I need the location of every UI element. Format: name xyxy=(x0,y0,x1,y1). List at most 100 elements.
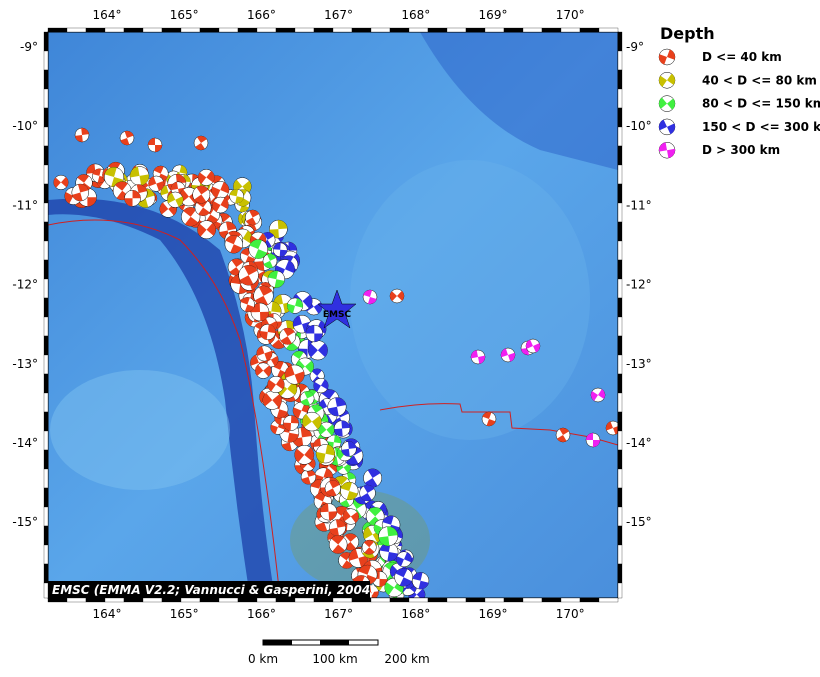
frame-tick xyxy=(43,259,49,280)
frame-tick xyxy=(237,597,258,603)
frame-tick xyxy=(66,597,87,603)
focal-mechanism xyxy=(300,469,317,485)
frame-tick xyxy=(332,597,353,603)
ball-quadrant xyxy=(659,49,675,65)
frame-tick xyxy=(484,27,505,33)
ball-quadrant xyxy=(334,420,350,437)
frame-tick xyxy=(617,50,623,71)
focal-mechanism xyxy=(272,242,288,258)
ball-quadrant xyxy=(526,339,540,353)
focal-mechanism xyxy=(313,378,329,394)
frame-tick xyxy=(617,335,623,356)
ball-quadrant xyxy=(268,270,285,288)
focal-mechanism xyxy=(394,567,413,587)
ball-quadrant xyxy=(379,542,398,562)
frame-tick xyxy=(142,597,163,603)
focal-mechanism xyxy=(286,297,304,314)
ball-quadrant xyxy=(283,415,299,431)
frame-tick xyxy=(43,335,49,356)
focal-mechanism xyxy=(342,508,359,525)
focal-mechanism xyxy=(363,468,383,488)
frame-tick xyxy=(294,597,315,603)
frame-tick xyxy=(617,164,623,185)
lat-label: -9° xyxy=(20,40,38,54)
ball-quadrant xyxy=(305,325,323,342)
ball-quadrant xyxy=(259,324,276,340)
ball-quadrant xyxy=(471,350,485,364)
ball-quadrant xyxy=(301,469,316,485)
ball-quadrant xyxy=(659,142,675,159)
frame-tick xyxy=(617,145,623,166)
ball-quadrant xyxy=(412,572,429,590)
focal-mechanism xyxy=(229,188,245,204)
focal-mechanism xyxy=(71,183,89,202)
focal-mechanism xyxy=(658,118,676,136)
focal-mechanism xyxy=(481,411,497,427)
frame-tick xyxy=(484,597,505,603)
lat-label: -15° xyxy=(12,515,38,529)
ball-quadrant xyxy=(287,298,303,314)
focal-mechanism xyxy=(324,480,341,497)
ball-quadrant xyxy=(148,138,162,152)
lat-label: -9° xyxy=(626,40,644,54)
frame-tick xyxy=(617,373,623,394)
lat-label: -13° xyxy=(626,357,652,371)
frame-tick xyxy=(617,278,623,299)
frame-tick xyxy=(351,597,372,603)
ball-quadrant xyxy=(390,290,404,302)
lat-label: -14° xyxy=(626,436,652,450)
focal-mechanism xyxy=(361,539,377,555)
focal-mechanism xyxy=(333,420,351,437)
lon-label: 165° xyxy=(170,607,199,621)
focal-mechanism xyxy=(605,420,618,436)
frame-tick xyxy=(256,27,277,33)
frame-tick xyxy=(43,107,49,128)
ball-quadrant xyxy=(659,97,675,110)
frame-tick xyxy=(446,27,467,33)
ball-quadrant xyxy=(262,393,282,408)
frame-tick xyxy=(503,597,524,603)
focal-mechanism xyxy=(318,421,335,438)
ball-quadrant xyxy=(246,209,260,225)
focal-mechanism xyxy=(362,289,378,305)
ball-quadrant xyxy=(360,485,375,501)
frame-tick xyxy=(43,506,49,527)
frame-tick xyxy=(43,468,49,489)
ball-quadrant xyxy=(197,222,216,237)
ball-quadrant xyxy=(329,519,346,536)
lon-label: 169° xyxy=(479,607,508,621)
focal-mechanism xyxy=(74,127,90,143)
frame-tick xyxy=(541,597,562,603)
ball-quadrant xyxy=(363,526,382,543)
ball-quadrant xyxy=(318,423,335,436)
frame-tick xyxy=(256,597,277,603)
ball-quadrant xyxy=(313,379,329,392)
frame-tick xyxy=(43,164,49,185)
focal-mechanism xyxy=(378,526,399,547)
frame-tick xyxy=(598,597,619,603)
frame-tick xyxy=(43,69,49,90)
focal-mechanism xyxy=(284,364,305,385)
ball-quadrant xyxy=(280,328,295,345)
ball-quadrant xyxy=(256,346,273,361)
legend-title: Depth xyxy=(660,24,715,43)
frame-tick xyxy=(43,449,49,470)
ball-quadrant xyxy=(320,503,337,521)
focal-mechanism xyxy=(147,137,163,153)
focal-mechanism xyxy=(129,166,150,186)
frame-tick xyxy=(579,27,600,33)
lat-label: -13° xyxy=(12,357,38,371)
frame-tick xyxy=(43,31,49,52)
focal-mechanism xyxy=(250,302,270,322)
frame-tick xyxy=(43,544,49,565)
focal-mechanism xyxy=(658,141,676,159)
frame-tick xyxy=(370,597,391,603)
frame-tick xyxy=(161,27,182,33)
frame-tick xyxy=(617,354,623,375)
frame-tick xyxy=(43,354,49,375)
frame-tick xyxy=(218,597,239,603)
ball-quadrant xyxy=(501,348,515,362)
frame-tick xyxy=(43,582,49,599)
ball-quadrant xyxy=(229,258,244,276)
focal-mechanism xyxy=(302,411,322,432)
